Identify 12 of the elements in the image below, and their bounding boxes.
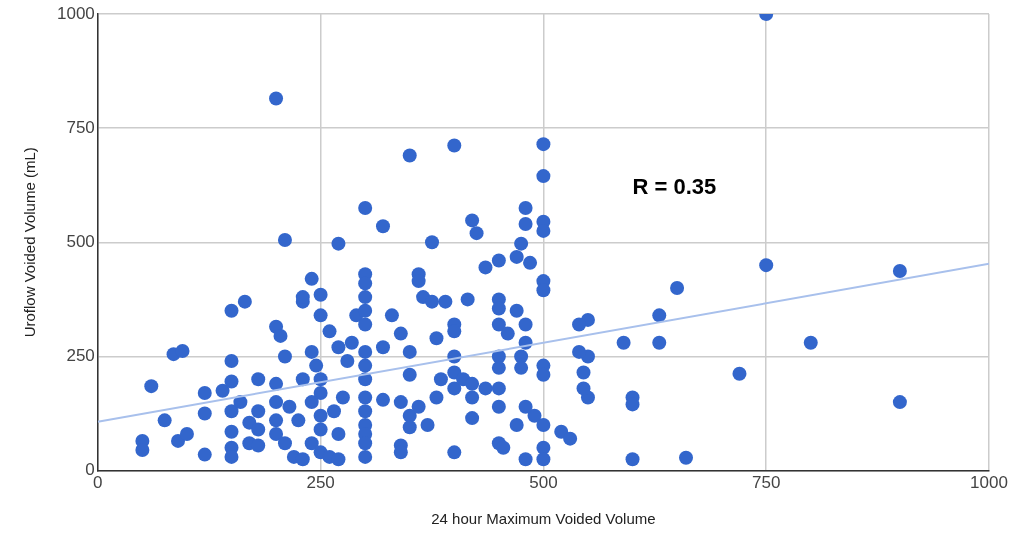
y-axis-title: Uroflow Voided Volume (mL)	[21, 147, 39, 338]
y-tick-label: 250	[66, 346, 95, 366]
y-tick-label: 750	[66, 117, 95, 137]
x-tick-label: 250	[306, 473, 335, 493]
y-tick-label: 0	[85, 460, 95, 480]
x-tick-label: 500	[529, 473, 558, 493]
y-tick-label: 1000	[56, 3, 95, 23]
annotation: R = 0.35	[632, 173, 717, 199]
x-axis-title: 24 hour Maximum Voided Volume	[431, 510, 656, 528]
x-tick-label: 750	[752, 473, 781, 493]
x-tick-label: 1000	[970, 473, 1008, 493]
y-tick-label: 500	[66, 231, 95, 251]
